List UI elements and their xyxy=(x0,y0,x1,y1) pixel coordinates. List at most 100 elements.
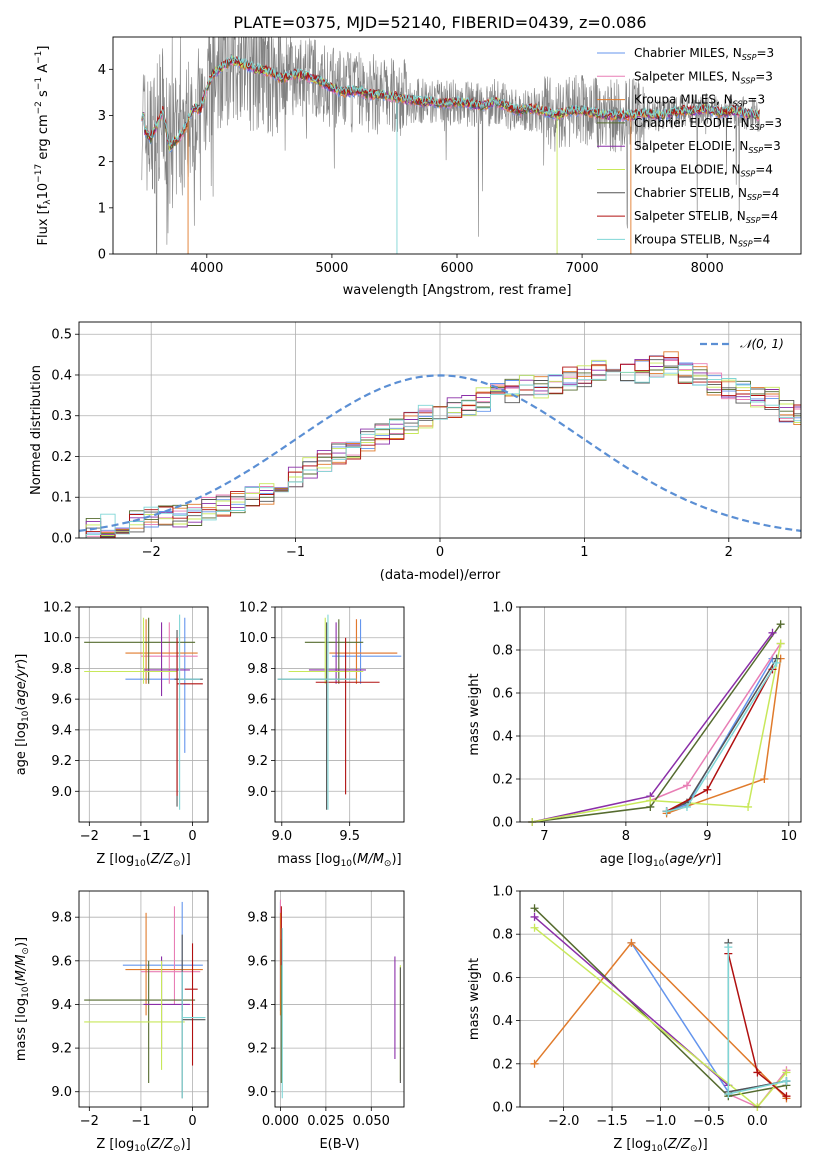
mass_vs_ebv-ytick-label: 9.6 xyxy=(247,954,268,969)
mass_weight_vs_Z-ytick-label: 0.0 xyxy=(492,1101,513,1116)
mass_vs_Z-ylabel-part: M/M xyxy=(14,955,29,982)
age_vs_Z-ytick-label: 9.8 xyxy=(51,662,72,677)
mass_weight_vs_age-xtick-label: 8 xyxy=(622,829,630,844)
spectrum-ylabel-part: s xyxy=(36,90,51,101)
age_vs_Z-ylabel-part: ( xyxy=(14,706,29,711)
mass_weight_vs_Z-xlabel: Z [log10(Z/Z⊙)] xyxy=(613,1137,707,1154)
mass_vs_Z-xlabel-part: Z/Z xyxy=(150,1137,174,1152)
legend-n-value: 4 xyxy=(765,163,773,177)
legend-n-prefix: N xyxy=(733,46,742,60)
age_vs_Z-ytick-label: 9.2 xyxy=(51,754,72,769)
legend-eq: = xyxy=(755,163,765,177)
series-marker-kroupa_stelib xyxy=(724,943,733,952)
mass_weight_vs_Z-xtick-label: −1.5 xyxy=(596,1114,628,1129)
spectrum-xtick-label: 6000 xyxy=(440,261,473,276)
spectrum-ytick-label: 4 xyxy=(98,63,106,78)
mass_weight_vs_age-ytick-label: 0.2 xyxy=(492,773,513,788)
spectrum-ylabel-part: ] xyxy=(36,46,51,51)
legend-n-value: 4 xyxy=(763,232,771,246)
legend-n-sub: SSP xyxy=(750,123,765,132)
age_vs_Z-xtick-label: −2 xyxy=(80,829,99,844)
legend-model-name: Salpeter MILES, xyxy=(634,69,732,83)
series-line-salpeter_miles xyxy=(650,643,782,802)
legend-n-sub: SSP xyxy=(742,53,757,62)
age_vs_Z-axes: −2 −1 0 9.0 9.2 9.4 9.6 9.8 10.0 10.2 xyxy=(43,601,208,844)
mass_vs_ebv-axes: 0.000 0.025 0.050 9.0 9.2 9.4 9.6 9.8 xyxy=(247,891,404,1129)
legend-n-sub: SSP xyxy=(738,239,753,248)
normal-curve xyxy=(79,374,801,532)
spectrum-ylabel-part: λ xyxy=(43,199,53,205)
mass_vs_Z-ytick-label: 9.2 xyxy=(51,1042,72,1057)
age_vs_mass-xlabel-part: M/M xyxy=(357,852,384,867)
age_vs_Z-xlabel-part: )] xyxy=(181,852,191,867)
residuals-xtick-label: 0 xyxy=(436,545,444,560)
legend-eq: = xyxy=(763,139,773,153)
spectrum-frame xyxy=(112,36,802,255)
residuals-ytick-label: 0.3 xyxy=(51,409,72,424)
age_vs_mass-points xyxy=(277,614,402,810)
spectrum-ylabel-part: −1 xyxy=(34,51,44,64)
residuals-frame xyxy=(78,321,802,539)
spectrum-ytick-label: 0 xyxy=(98,248,106,263)
mass_vs_ebv-ytick-label: 9.0 xyxy=(247,1085,268,1100)
legend-n-value: 3 xyxy=(757,93,765,107)
legend-model-name: Kroupa ELODIE, xyxy=(634,163,732,177)
age_vs_mass-ytick-label: 10.2 xyxy=(239,601,268,616)
mass_vs_Z-ylabel: mass [log10(M/M⊙)] xyxy=(14,937,31,1061)
mass_vs_Z-ylabel-part: )] xyxy=(14,937,29,947)
age_vs_mass-ytick-label: 9.2 xyxy=(247,754,268,769)
series-marker-salpeter_miles xyxy=(682,781,691,790)
spectrum-ytick-label: 3 xyxy=(98,109,106,124)
mass_vs_Z-xlabel-part: ⊙ xyxy=(173,1144,181,1154)
mass_weight_vs_Z-xtick-label: −2.0 xyxy=(548,1114,580,1129)
mass_vs_ebv-xtick-label: 0.050 xyxy=(353,1114,390,1129)
age_vs_Z-xlabel-part: 10 xyxy=(134,859,146,869)
residuals-xlabel: (data-model)/error xyxy=(380,568,501,583)
spectrum-ytick-label: 1 xyxy=(98,201,106,216)
mass_vs_Z-points xyxy=(84,901,206,1099)
series-marker-kroupa_stelib xyxy=(782,1077,791,1086)
series-marker-salpeter_elodie xyxy=(768,628,777,637)
series-marker-kroupa_elodie xyxy=(776,639,785,648)
legend-n-prefix: N xyxy=(732,163,741,177)
series-marker-kroupa_miles xyxy=(627,938,636,947)
spectrum-model-kroupa_stelib xyxy=(141,55,760,147)
legend-label-salpeter_elodie: Salpeter ELODIE, NSSP=3 xyxy=(634,139,781,155)
spectrum-lines xyxy=(141,37,760,254)
spectrum-ylabel: Flux [fλ10−17 erg cm−2 s−1 A−1] xyxy=(34,46,53,246)
mass_weight_vs_age-ytick-label: 0.6 xyxy=(492,687,513,702)
age_vs_mass-ytick-label: 9.8 xyxy=(247,662,268,677)
legend-n-prefix: N xyxy=(732,69,741,83)
age_vs_Z-ytick-label: 9.4 xyxy=(51,723,72,738)
mass_weight_vs_Z-xlabel-part: ⊙ xyxy=(690,1144,698,1154)
age_vs_mass-xlabel: mass [log10(M/M⊙)] xyxy=(277,852,401,869)
mass_weight_vs_Z-xlabel-part: ( xyxy=(663,1137,668,1152)
residuals-ytick-label: 0.5 xyxy=(51,328,72,343)
age_vs_Z-ylabel-part: )] xyxy=(14,654,29,664)
age_vs_Z-ytick-label: 9.6 xyxy=(51,693,72,708)
age_vs_Z-xtick-label: 0 xyxy=(188,829,196,844)
mass_vs_Z-ytick-label: 9.4 xyxy=(51,998,72,1013)
spectrum-ytick-label: 2 xyxy=(98,155,106,170)
legend-n-sub: SSP xyxy=(741,170,756,179)
series-marker-kroupa_elodie xyxy=(530,923,539,932)
legend-model-name: Chabrier STELIB, xyxy=(634,186,738,200)
age_vs_Z-ytick-label: 10.0 xyxy=(43,631,72,646)
residuals-ytick-label: 0.0 xyxy=(51,532,72,547)
age_vs_Z-ytick-label: 10.2 xyxy=(43,601,72,616)
age_vs_mass-xtick-label: 9.5 xyxy=(339,829,360,844)
age_vs_Z-ylabel-part: age [log xyxy=(14,722,29,775)
residuals-xtick-label: 1 xyxy=(580,545,588,560)
mass_vs_Z-xtick-label: −1 xyxy=(131,1114,150,1129)
series-marker-kroupa_elodie xyxy=(646,796,655,805)
series-line-kroupa_elodie xyxy=(532,643,782,823)
age_vs_Z-points xyxy=(84,614,203,810)
series-marker-salpeter_elodie xyxy=(530,912,539,921)
mass_weight_vs_Z-xtick-label: −1.0 xyxy=(645,1114,677,1129)
age_vs_Z-ylabel-part: age/yr xyxy=(14,662,29,705)
spectrum-ylabel-part: Flux [f xyxy=(36,204,51,245)
legend-eq: = xyxy=(764,116,774,130)
legend-n-sub: SSP xyxy=(746,216,761,225)
legend-eq: = xyxy=(762,186,772,200)
